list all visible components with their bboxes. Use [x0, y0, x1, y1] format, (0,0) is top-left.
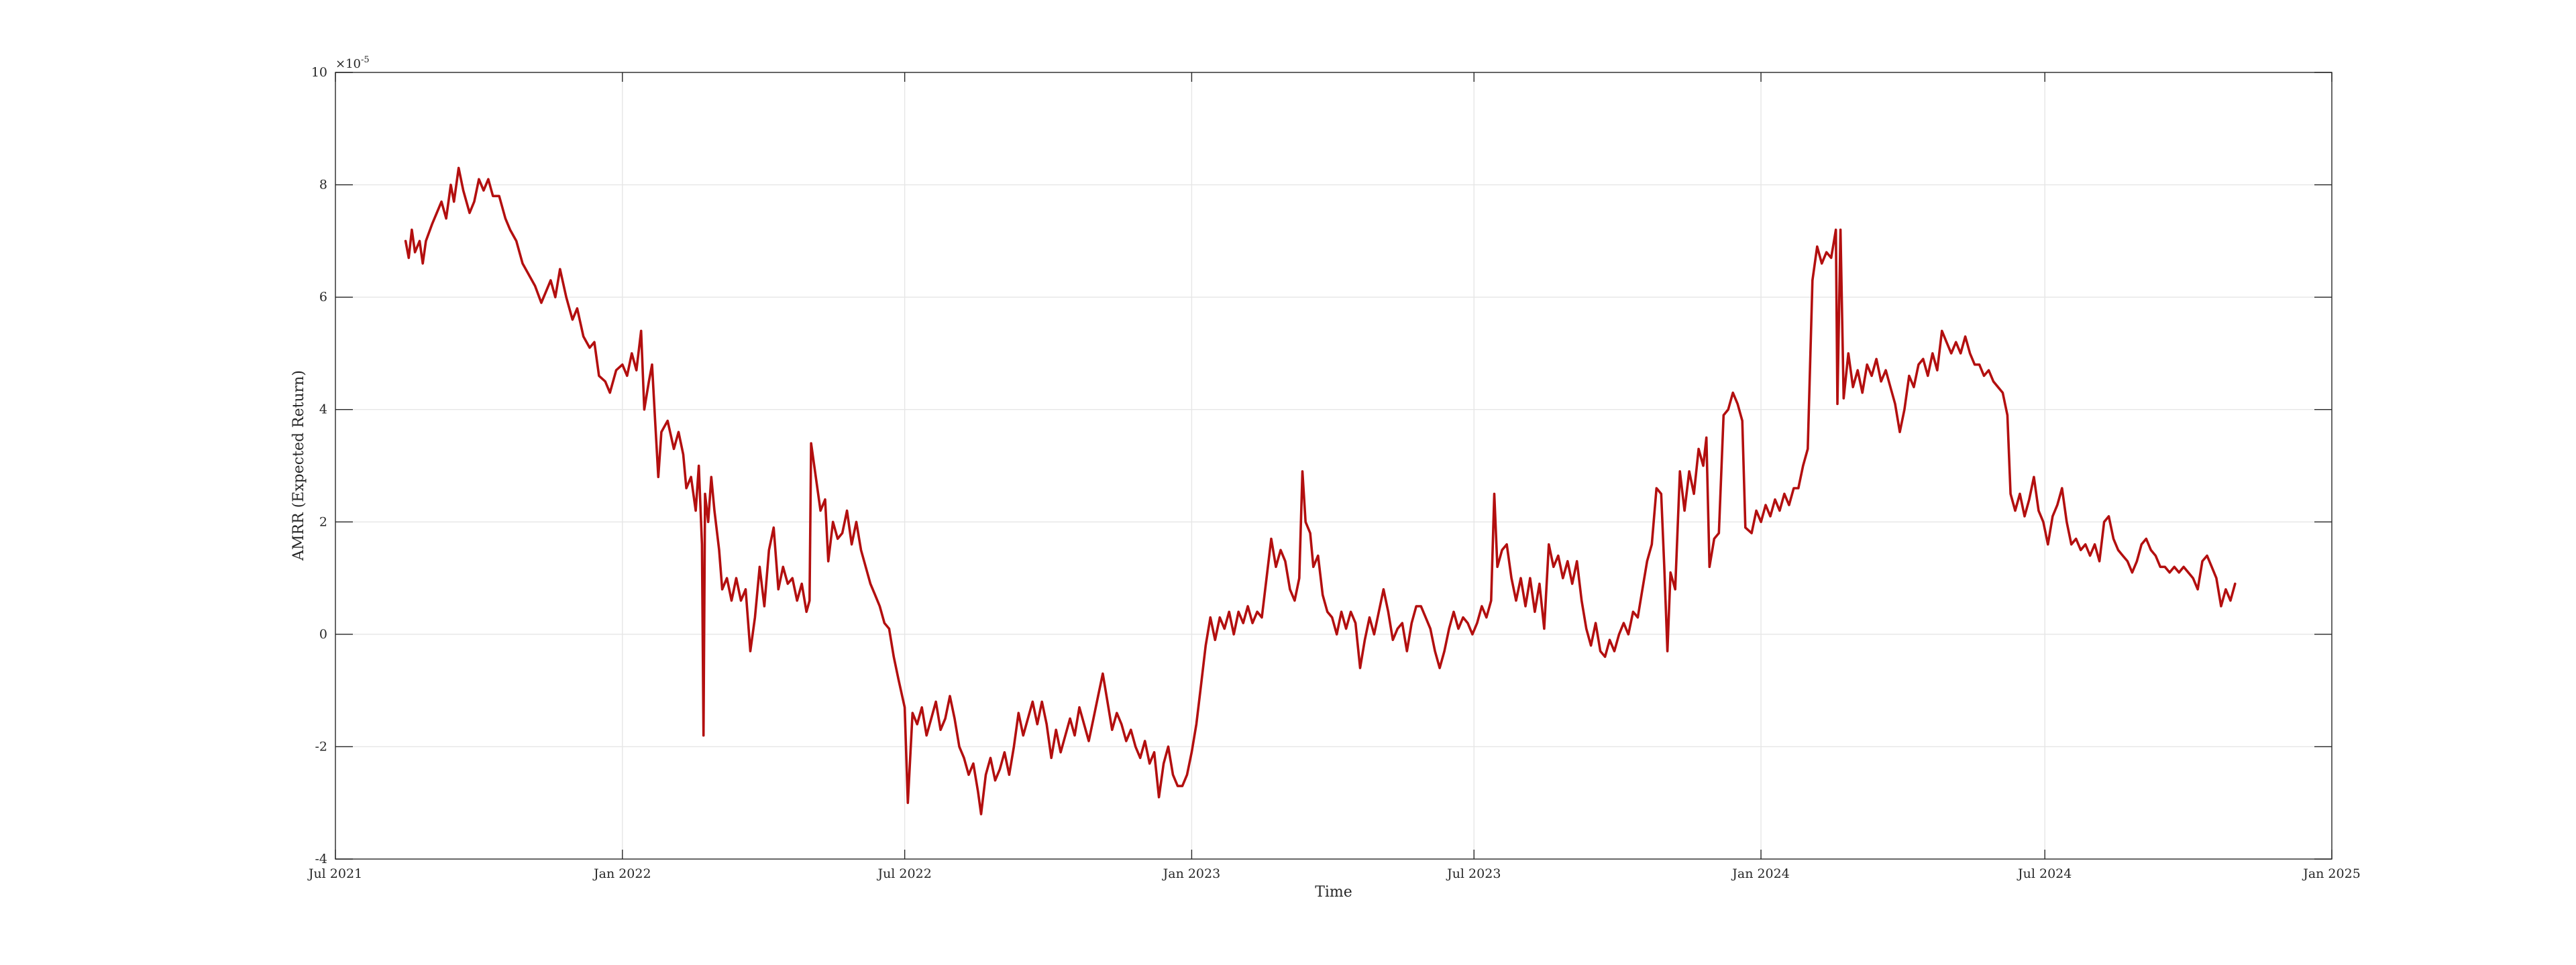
tick-labels: Jul 2021 Jan 2022 Jul 2022 Jan 2023 Jul 2023…	[307, 65, 2361, 881]
axes-box	[335, 72, 2332, 860]
y-tick-label: -4	[315, 852, 327, 866]
y-tick-label: 4	[319, 402, 327, 417]
x-tick-label: Jan 2023	[1162, 866, 1221, 881]
y-tick-label: 2	[319, 514, 327, 529]
plot-area	[335, 72, 2332, 859]
y-exponent-label: ×10-5	[335, 55, 370, 71]
series-line	[404, 166, 2237, 815]
y-tick-label: 0	[319, 627, 327, 642]
x-tick-label: Jul 2024	[2017, 866, 2072, 881]
grid	[335, 72, 2332, 859]
y-tick-label: 6	[319, 290, 327, 304]
x-tick-label: Jul 2023	[1446, 866, 1501, 881]
x-tick-label: Jan 2024	[1731, 866, 1790, 881]
x-tick-label: Jan 2025	[2302, 866, 2361, 881]
y-tick-label: 10	[311, 65, 327, 80]
x-tick-label: Jan 2022	[592, 866, 651, 881]
y-axis-label: AMRR (Expected Return)	[290, 370, 307, 561]
data-series	[404, 166, 2237, 815]
y-tick-label: 8	[319, 178, 327, 192]
y-tick-label: -2	[315, 739, 327, 754]
x-axis-label: Time	[1315, 884, 1352, 901]
x-tick-label: Jul 2021	[307, 866, 362, 881]
x-tick-label: Jul 2022	[876, 866, 931, 881]
